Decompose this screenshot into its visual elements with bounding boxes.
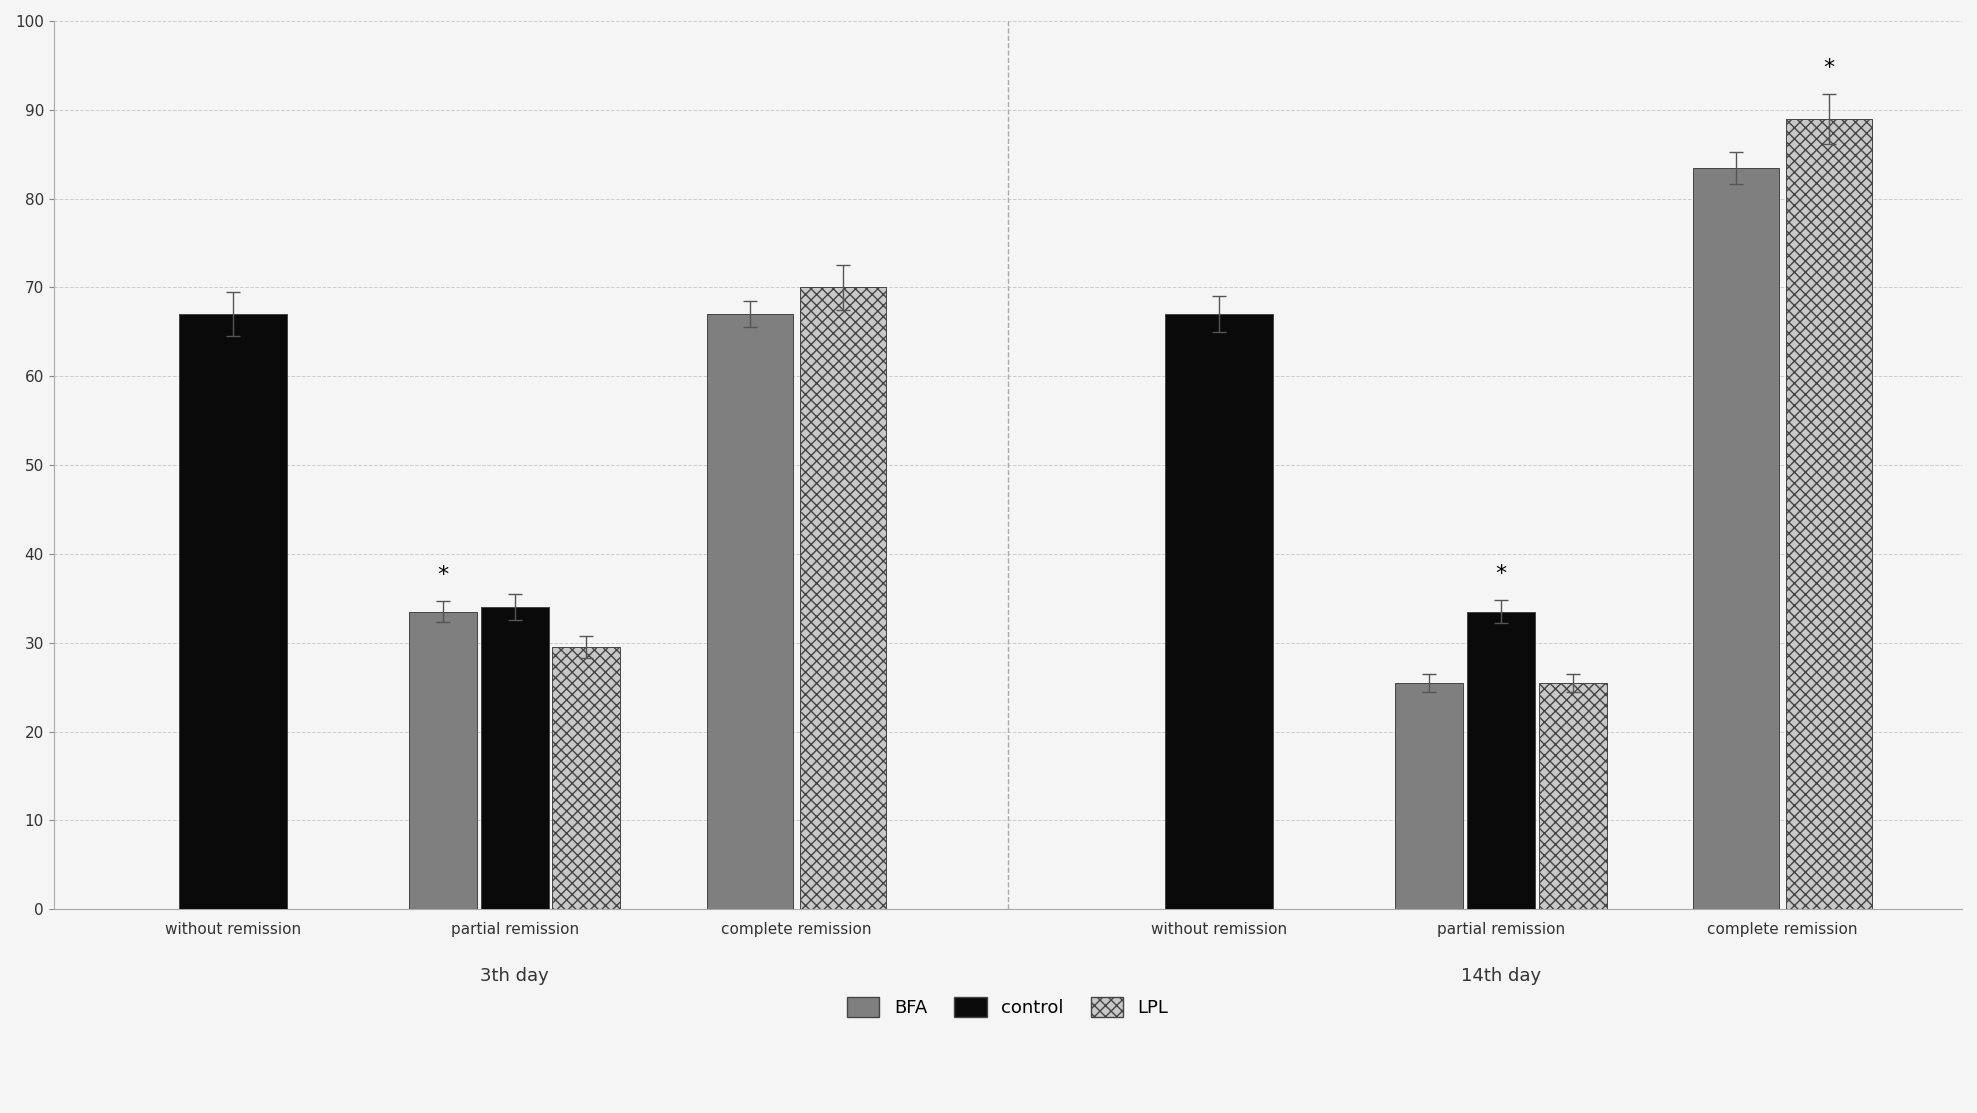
Bar: [801, 287, 886, 909]
Bar: [409, 612, 476, 909]
Bar: [480, 608, 550, 909]
Bar: [1692, 168, 1779, 909]
Bar: [1396, 682, 1463, 909]
Text: 14th day: 14th day: [1461, 967, 1540, 985]
Text: *: *: [1823, 58, 1835, 78]
Bar: [1538, 682, 1607, 909]
Bar: [708, 314, 793, 909]
Text: *: *: [1495, 564, 1506, 584]
Bar: [1164, 314, 1273, 909]
Bar: [1467, 612, 1534, 909]
Bar: [552, 647, 621, 909]
Text: *: *: [437, 565, 449, 585]
Text: 3th day: 3th day: [480, 967, 550, 985]
Bar: [1787, 119, 1872, 909]
Bar: [180, 314, 287, 909]
Legend: BFA, control, LPL: BFA, control, LPL: [840, 991, 1176, 1024]
